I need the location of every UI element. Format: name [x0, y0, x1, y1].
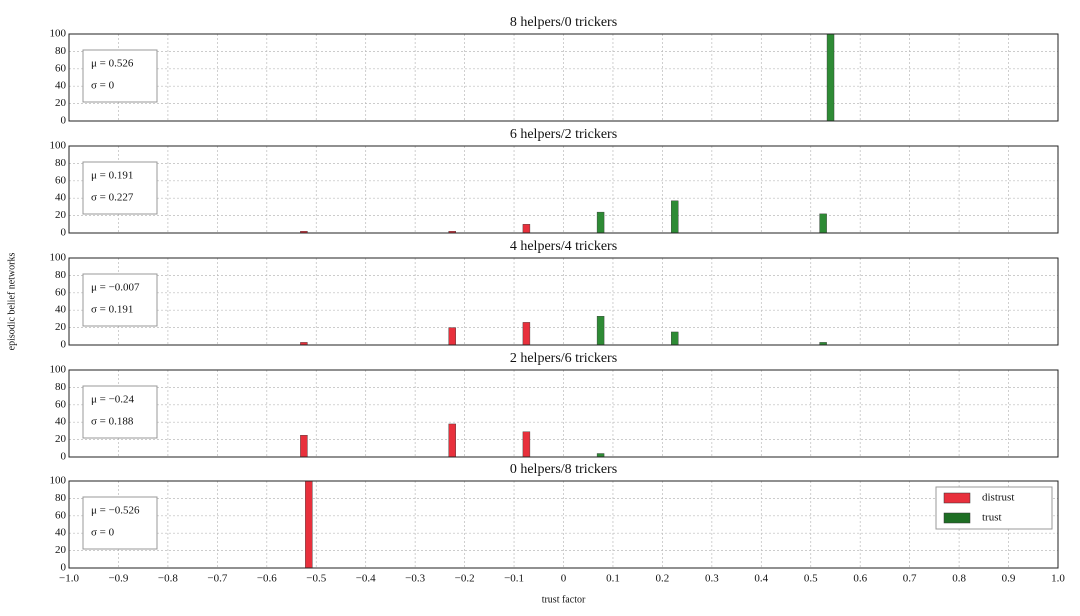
x-tick-label: 0.6: [853, 573, 867, 585]
legend-swatch: [943, 512, 971, 524]
stats-text: μ = −0.007: [91, 282, 140, 294]
panel-title: 2 helpers/6 trickers: [510, 351, 617, 366]
stats-text: σ = 0.191: [91, 304, 133, 316]
stats-text: μ = 0.191: [91, 170, 133, 182]
bar: [448, 327, 456, 346]
bar: [819, 213, 827, 234]
y-tick-label: 60: [55, 398, 67, 410]
y-tick-label: 60: [55, 286, 67, 298]
bar: [671, 331, 679, 346]
x-tick-label: 0.9: [1002, 573, 1016, 585]
x-tick-label: 0.2: [656, 573, 670, 585]
y-tick-label: 0: [61, 339, 67, 351]
y-tick-label: 20: [55, 97, 67, 109]
y-tick-label: 40: [55, 192, 67, 204]
x-tick-label: 0.5: [804, 573, 818, 585]
x-tick-label: 0.3: [705, 573, 719, 585]
x-tick-label: 0: [561, 573, 567, 585]
bar: [596, 453, 605, 458]
x-tick-label: −0.6: [257, 573, 277, 585]
y-tick-label: 60: [55, 174, 67, 186]
stats-text: σ = 0.188: [91, 416, 134, 428]
stats-box: [82, 273, 158, 327]
x-tick-label: 0.8: [952, 573, 966, 585]
legend-swatch: [943, 492, 971, 504]
panel-title: 6 helpers/2 trickers: [510, 127, 617, 142]
y-tick-label: 40: [55, 527, 67, 539]
x-tick-label: 0.7: [903, 573, 917, 585]
stats-text: μ = −0.526: [91, 505, 140, 517]
y-tick-label: 20: [55, 433, 67, 445]
stats-box: [82, 385, 158, 439]
panel-title: 8 helpers/0 trickers: [510, 15, 617, 30]
bar: [305, 480, 313, 569]
y-tick-label: 100: [50, 252, 67, 264]
x-tick-label: 1.0: [1051, 573, 1065, 585]
y-tick-label: 40: [55, 80, 67, 92]
plot-frame: [68, 145, 1059, 234]
y-tick-label: 0: [61, 227, 67, 239]
legend-label: distrust: [982, 492, 1014, 504]
y-tick-label: 100: [50, 140, 67, 152]
x-tick-label: 0.4: [754, 573, 768, 585]
bar: [522, 224, 531, 234]
x-tick-label: −1.0: [59, 573, 79, 585]
y-tick-label: 100: [50, 475, 67, 487]
x-axis-label: trust factor: [542, 594, 586, 605]
stats-box: [82, 49, 158, 103]
panel-title: 4 helpers/4 trickers: [510, 239, 617, 254]
plot-frame: [68, 369, 1059, 458]
y-tick-label: 100: [50, 28, 67, 40]
bar: [671, 200, 679, 234]
y-tick-label: 80: [55, 269, 67, 281]
x-tick-label: −0.7: [207, 573, 227, 585]
bar: [596, 211, 605, 234]
y-tick-label: 0: [61, 115, 67, 127]
y-tick-label: 40: [55, 416, 67, 428]
y-tick-label: 20: [55, 209, 67, 221]
x-tick-label: 0.1: [606, 573, 620, 585]
x-tick-label: −0.2: [455, 573, 475, 585]
stats-box: [82, 161, 158, 215]
y-tick-label: 60: [55, 62, 67, 74]
stats-text: σ = 0.227: [91, 192, 134, 204]
x-tick-label: −0.5: [306, 573, 326, 585]
y-tick-label: 20: [55, 321, 67, 333]
y-tick-label: 0: [61, 562, 67, 574]
plot-frame: [68, 33, 1059, 122]
y-tick-label: 20: [55, 544, 67, 556]
plot-frame: [68, 257, 1059, 346]
bar: [300, 435, 308, 458]
x-tick-label: −0.9: [108, 573, 128, 585]
bar: [522, 431, 531, 458]
stats-text: σ = 0: [91, 80, 115, 92]
x-tick-label: −0.4: [356, 573, 376, 585]
stats-text: μ = −0.24: [91, 394, 135, 406]
y-axis-label: episodic belief networks: [6, 253, 17, 351]
bar: [596, 316, 605, 346]
y-tick-label: 40: [55, 304, 67, 316]
x-tick-label: −0.3: [405, 573, 425, 585]
y-tick-label: 80: [55, 381, 67, 393]
y-tick-label: 80: [55, 492, 67, 504]
bar: [522, 322, 531, 346]
plot-frame: [68, 480, 1059, 569]
bar: [448, 423, 456, 458]
x-tick-label: −0.1: [504, 573, 524, 585]
legend-label: trust: [982, 512, 1002, 524]
y-tick-label: 80: [55, 45, 67, 57]
y-tick-label: 60: [55, 509, 67, 521]
bar: [826, 33, 835, 122]
stats-text: μ = 0.526: [91, 58, 134, 70]
y-tick-label: 80: [55, 157, 67, 169]
y-tick-label: 100: [50, 364, 67, 376]
stats-text: σ = 0: [91, 527, 115, 539]
x-tick-label: −0.8: [158, 573, 178, 585]
panel-title: 0 helpers/8 trickers: [510, 462, 617, 477]
y-tick-label: 0: [61, 451, 67, 463]
stats-box: [82, 496, 158, 550]
